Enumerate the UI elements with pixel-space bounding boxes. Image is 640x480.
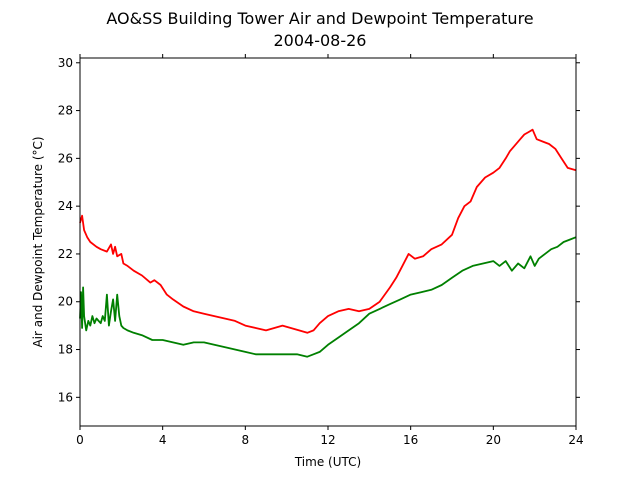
x-tick-label: 24 xyxy=(568,433,583,447)
chart-subtitle: 2004-08-26 xyxy=(274,31,367,50)
x-axis-label: Time (UTC) xyxy=(294,455,361,469)
plot-frame xyxy=(79,57,577,427)
y-tick-label: 18 xyxy=(58,343,73,357)
x-tick-label: 20 xyxy=(486,433,501,447)
series-line-1 xyxy=(79,236,577,358)
y-tick-label: 30 xyxy=(58,56,73,70)
x-tick-label: 12 xyxy=(320,433,335,447)
series-line-0 xyxy=(79,128,577,334)
x-tick-label: 4 xyxy=(159,433,167,447)
y-tick-label: 26 xyxy=(58,151,73,165)
y-tick-label: 28 xyxy=(58,104,73,118)
chart-title: AO&SS Building Tower Air and Dewpoint Te… xyxy=(106,9,533,28)
x-tick-label: 8 xyxy=(242,433,250,447)
y-axis-label: Air and Dewpoint Temperature (°C) xyxy=(31,136,45,347)
series-layer xyxy=(79,128,577,358)
x-tick-label: 16 xyxy=(403,433,418,447)
y-axis: 16 18 20 22 24 26 28 30 xyxy=(58,56,580,404)
x-tick-label: 0 xyxy=(76,433,84,447)
y-tick-label: 20 xyxy=(58,295,73,309)
x-axis: 0 4 8 12 16 20 24 xyxy=(76,54,584,447)
y-tick-label: 16 xyxy=(58,390,73,404)
y-tick-label: 24 xyxy=(58,199,73,213)
y-tick-label: 22 xyxy=(58,247,73,261)
